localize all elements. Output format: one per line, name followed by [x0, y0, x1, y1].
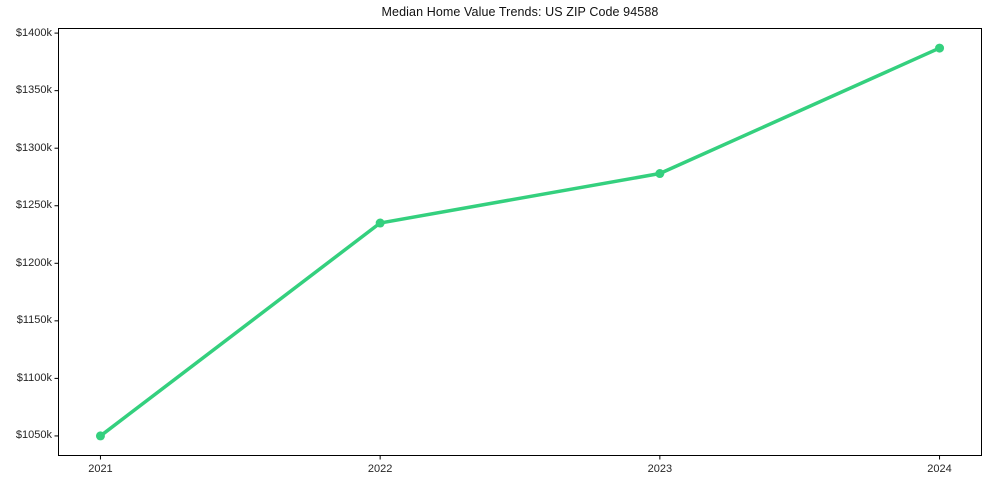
trend-line	[98, 46, 942, 438]
y-tick-label: $1150k	[16, 314, 52, 327]
chart-title: Median Home Value Trends: US ZIP Code 94…	[381, 5, 659, 19]
data-point-marker	[95, 431, 105, 441]
y-tick-label: $1350k	[15, 84, 52, 97]
x-tick-label: 2024	[927, 462, 952, 475]
y-tick-label: $1300k	[15, 141, 52, 154]
x-tick-label: 2021	[88, 462, 113, 475]
data-point-marker	[655, 169, 665, 179]
x-tick-label: 2022	[367, 462, 393, 475]
data-point-marker	[935, 43, 945, 53]
axes-border	[58, 28, 982, 456]
y-tick-label: $1200k	[15, 256, 52, 269]
data-point-marker	[375, 218, 385, 228]
y-tick-label: $1050k	[15, 429, 52, 442]
y-tick-label: $1100k	[16, 371, 52, 384]
x-tick-label: 2023	[647, 462, 673, 475]
y-tick-label: $1400k	[15, 26, 52, 39]
y-tick-label: $1250k	[15, 199, 52, 212]
